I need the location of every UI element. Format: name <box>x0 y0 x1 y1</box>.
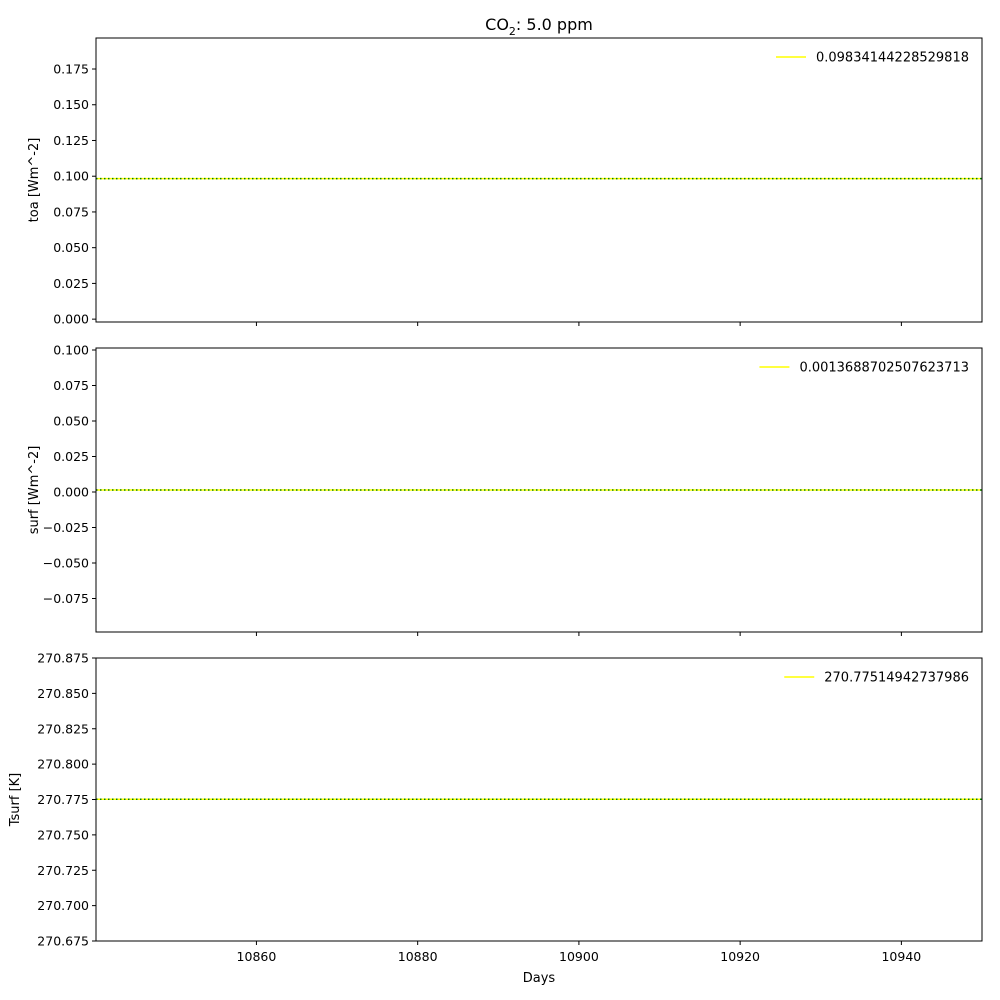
x-tick-label: 10880 <box>398 949 438 964</box>
y-axis-label: Tsurf [K] <box>8 773 23 828</box>
y-tick-label: 0.050 <box>53 413 89 428</box>
panel-2: −0.075 −0.050 −0.025 0.000 0.025 0.050 0.075 0.… <box>27 342 983 636</box>
y-tick-label: 270.725 <box>37 863 89 878</box>
chart-title: CO2: 5.0 ppm <box>485 15 593 38</box>
y-tick-label: 0.000 <box>53 312 89 327</box>
y-tick-label: 0.025 <box>53 276 89 291</box>
y-axis-label: surf [Wm^-2] <box>27 446 42 535</box>
y-tick-label: −0.025 <box>43 520 89 535</box>
legend-label: 0.09834144228529818 <box>816 51 969 66</box>
y-tick-label: 0.125 <box>53 133 89 148</box>
y-tick-label: 270.875 <box>37 651 89 666</box>
y-tick-label: 0.150 <box>53 97 89 112</box>
axes-frame <box>95 37 983 323</box>
y-tick-label: 0.025 <box>53 449 89 464</box>
y-tick-label: 270.825 <box>37 721 89 736</box>
y-tick-label: −0.050 <box>43 555 89 570</box>
y-tick-label: 0.100 <box>53 169 89 184</box>
axes-frame <box>95 347 983 633</box>
legend-label: 270.77514942737986 <box>824 671 969 686</box>
y-tick-label: 0.075 <box>53 378 89 393</box>
axes-frame <box>95 657 983 942</box>
y-tick-label: 0.050 <box>53 240 89 255</box>
panel-3: 270.675 270.700 270.725 270.750 270.775 270.8… <box>8 651 983 964</box>
x-tick-label: 10940 <box>881 949 921 964</box>
y-tick-label: 270.800 <box>37 757 89 772</box>
y-tick-label: 270.700 <box>37 898 89 913</box>
y-tick-label: −0.075 <box>43 591 89 606</box>
y-tick-label: 270.675 <box>37 934 89 949</box>
y-tick-label: 0.100 <box>53 342 89 357</box>
y-tick-label: 270.775 <box>37 792 89 807</box>
y-tick-label: 0.000 <box>53 484 89 499</box>
x-tick-label: 10920 <box>720 949 760 964</box>
legend-label: 0.0013688702507623713 <box>799 361 969 376</box>
y-tick-label: 0.075 <box>53 204 89 219</box>
y-axis-label: toa [Wm^-2] <box>27 138 42 223</box>
panel-1: 0.000 0.025 0.050 0.075 0.100 0.125 0.150 0.175… <box>27 37 983 327</box>
y-tick-label: 270.850 <box>37 686 89 701</box>
panels: 0.000 0.025 0.050 0.075 0.100 0.125 0.150 0.175… <box>8 37 983 964</box>
y-tick-label: 0.175 <box>53 62 89 77</box>
x-axis-label: Days <box>523 971 556 986</box>
y-tick-label: 270.750 <box>37 827 89 842</box>
x-tick-label: 10860 <box>237 949 277 964</box>
x-tick-label: 10900 <box>559 949 599 964</box>
